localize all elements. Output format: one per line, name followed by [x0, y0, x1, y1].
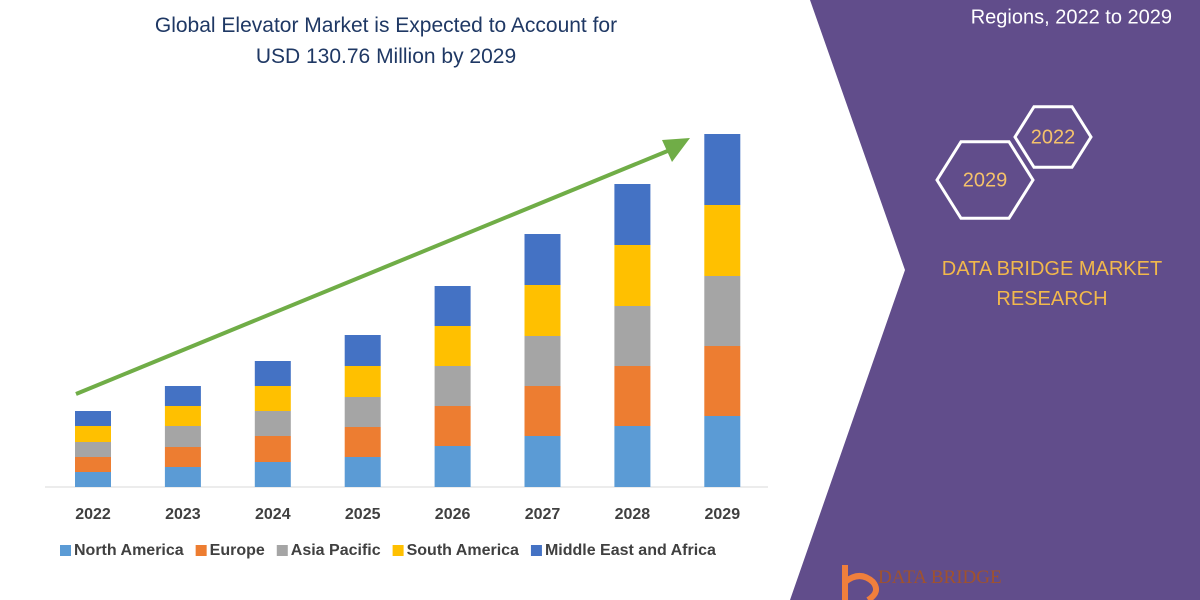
bar-segment: [614, 366, 651, 426]
hexagon: [1013, 105, 1093, 169]
legend-label: Asia Pacific: [291, 542, 381, 559]
trend-arrowhead: [662, 138, 690, 162]
legend-swatch: [276, 545, 288, 556]
bar-segment: [344, 427, 381, 457]
bar-segment: [254, 436, 291, 462]
bar-segment: [434, 446, 471, 487]
bar-segment: [254, 411, 291, 436]
bar-segment: [75, 457, 111, 472]
hexagon: [935, 140, 1035, 220]
bar-segment: [254, 361, 291, 386]
legend-label: Middle East and Africa: [545, 542, 716, 559]
bar-segment: [524, 234, 561, 285]
logo-icon: [842, 565, 880, 600]
legend-label: North America: [74, 542, 184, 559]
bar-segment: [434, 366, 471, 406]
legend-swatch: [60, 545, 71, 556]
bar-segment: [254, 462, 291, 487]
legend-swatch: [530, 545, 542, 556]
x-tick-label: 2026: [435, 506, 471, 523]
bar-segment: [434, 406, 471, 446]
bar-segment: [524, 285, 561, 336]
bar-segment: [344, 397, 381, 427]
bar-segment: [524, 436, 561, 487]
bar-segment: [524, 386, 561, 436]
bar-segment: [75, 442, 111, 457]
bar-segment: [75, 411, 111, 426]
bar-segment: [75, 426, 111, 442]
bar-segment: [704, 346, 741, 416]
bar-segment: [344, 335, 381, 366]
bar-segment: [704, 134, 741, 205]
legend-swatch: [392, 545, 404, 556]
bar-segment: [164, 426, 201, 447]
x-tick-label: 2023: [165, 506, 201, 523]
x-tick-label: 2029: [705, 506, 741, 523]
bar-segment: [164, 467, 201, 487]
x-tick-label: 2027: [525, 506, 561, 523]
chart-title: Global Elevator Market is Expected to Ac…: [154, 14, 618, 68]
bar-segment: [614, 245, 651, 306]
bar-segment: [254, 386, 291, 411]
bar-segment: [434, 286, 471, 326]
bar-segment: [704, 276, 741, 346]
bar-segment: [614, 426, 651, 487]
legend-label: South America: [407, 542, 519, 559]
bar-segment: [164, 406, 201, 426]
hexagon-label: 2022: [1031, 126, 1076, 148]
x-tick-label: 2028: [615, 506, 651, 523]
bar-segment: [75, 472, 111, 487]
x-tick-label: 2022: [75, 506, 111, 523]
bar-segment: [164, 386, 201, 406]
bar-segment: [344, 366, 381, 397]
bar-segment: [614, 184, 651, 245]
panel-subtitle: Regions, 2022 to 2029: [971, 6, 1172, 28]
bar-segment: [164, 447, 201, 467]
side-panel: [790, 0, 1200, 600]
bar-segment: [704, 205, 741, 276]
bar-segment: [614, 306, 651, 366]
legend-label: Europe: [210, 542, 265, 559]
trend-arrow: [75, 148, 671, 396]
legend-swatch: [195, 545, 207, 556]
x-tick-label: 2024: [255, 506, 291, 523]
hexagon-label: 2029: [963, 169, 1008, 191]
logo-text: DATA BRIDGE: [878, 567, 1002, 588]
bar-segment: [524, 336, 561, 386]
bar-segment: [434, 326, 471, 366]
x-tick-label: 2025: [345, 506, 381, 523]
bar-segment: [344, 457, 381, 487]
brand-text: DATA BRIDGE MARKET RESEARCH: [941, 258, 1163, 310]
bar-segment: [704, 416, 741, 487]
